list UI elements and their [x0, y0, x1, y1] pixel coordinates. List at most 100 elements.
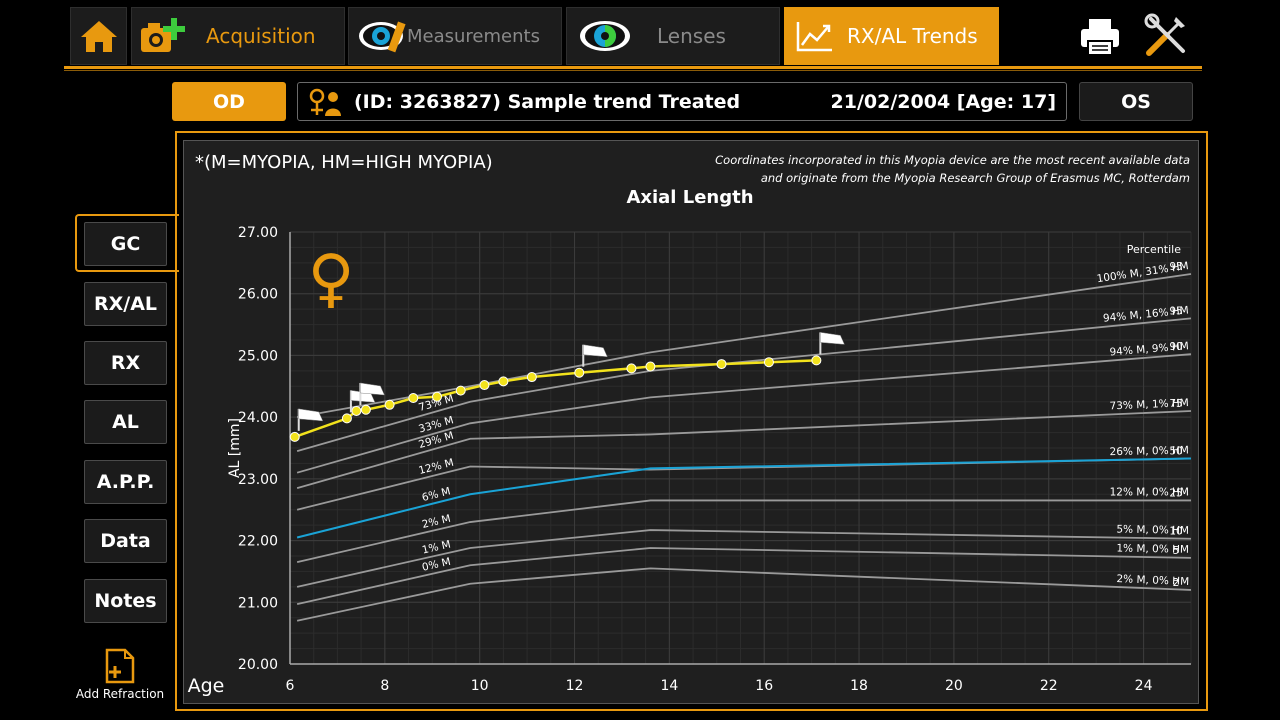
tab-rx-al-trends[interactable]: RX/AL Trends	[784, 7, 999, 65]
patient-info-bar: (ID: 3263827) Sample trend Treated 21/02…	[297, 82, 1067, 121]
percentile-header: Percentile	[1127, 243, 1182, 256]
tools-icon	[1144, 13, 1185, 56]
curve-end-label: 73% M, 1% HM	[1109, 397, 1189, 412]
percentile-value: 5	[1173, 545, 1180, 557]
x-tick-label: 24	[1135, 678, 1153, 694]
y-tick-label: 20.00	[238, 657, 278, 673]
percentile-curve	[296, 457, 1192, 539]
visit-flag-icon	[298, 408, 324, 422]
tab-rx-al-trends-label: RX/AL Trends	[847, 24, 978, 48]
patient-al-point	[289, 431, 300, 442]
print-button[interactable]	[1077, 15, 1123, 59]
y-tick-label: 23.00	[238, 472, 278, 488]
sidebar-item-app[interactable]: A.P.P.	[84, 460, 167, 504]
toolbar-divider-thin	[64, 70, 1202, 71]
x-tick-label: 18	[850, 678, 868, 694]
x-tick-label: 14	[660, 678, 678, 694]
sidebar-item-gc[interactable]: GC	[84, 222, 167, 266]
visit-flag-icon	[583, 344, 608, 357]
sidebar-item-al[interactable]: AL	[84, 400, 167, 444]
y-tick-label: 26.00	[238, 287, 278, 303]
tab-acquisition-label: Acquisition	[206, 24, 316, 48]
patient-al-point	[498, 376, 509, 387]
female-symbol-icon: ♀	[308, 242, 355, 316]
percentile-value: 75	[1169, 398, 1182, 410]
curve-end-label: 1% M, 0% HM	[1116, 543, 1189, 556]
percentile-value: 95	[1169, 261, 1182, 273]
tab-acquisition[interactable]: Acquisition	[131, 7, 345, 65]
percentile-curve	[296, 410, 1192, 489]
settings-button[interactable]	[1143, 13, 1189, 59]
add-refraction-label: Add Refraction	[75, 687, 165, 701]
patient-al-point	[763, 357, 774, 368]
od-button[interactable]: OD	[172, 82, 286, 121]
percentile-value: 90	[1169, 341, 1182, 353]
sidebar-item-rx[interactable]: RX	[84, 341, 167, 385]
y-tick-label: 27.00	[238, 225, 278, 241]
x-tick-label: 16	[755, 678, 773, 694]
percentile-curve	[296, 567, 1192, 622]
tab-measurements-label: Measurements	[407, 25, 540, 47]
percentile-curve	[296, 499, 1191, 564]
eye-lens-icon	[580, 21, 630, 51]
percentile-curve	[296, 547, 1192, 606]
patient-al-point	[360, 404, 371, 415]
percentile-value: 10	[1169, 526, 1182, 538]
tab-lenses-label: Lenses	[657, 24, 726, 48]
x-tick-label: 12	[566, 678, 584, 694]
patient-al-point	[408, 393, 419, 404]
curve-inline-label: 12% M	[417, 457, 455, 477]
percentile-curve	[296, 353, 1192, 474]
curve-inline-label: 6% M	[421, 485, 452, 504]
eye-ruler-icon	[359, 21, 406, 53]
patient-name: (ID: 3263827) Sample trend Treated	[354, 90, 741, 113]
patient-al-point	[645, 361, 656, 372]
chart-panel	[183, 140, 1199, 704]
x-axis-title: Age	[188, 675, 225, 697]
curve-end-label: 2% M, 0% HM	[1116, 573, 1189, 588]
y-tick-label: 21.00	[238, 595, 278, 611]
percentile-curve	[296, 273, 1192, 419]
patient-al-point	[455, 385, 466, 396]
chart-panel-frame	[175, 131, 1208, 711]
visit-flag-icon	[360, 382, 385, 396]
credit-line-1: Coordinates incorporated in this Myopia …	[715, 153, 1190, 167]
percentile-value: 2	[1173, 577, 1180, 589]
patient-al-point	[432, 391, 443, 402]
credit-line-2: and originate from the Myopia Research G…	[760, 171, 1190, 185]
x-tick-label: 8	[380, 678, 389, 694]
main-toolbar: Acquisition Measurements Lenses RX/AL Tr…	[70, 7, 1202, 67]
home-icon	[80, 21, 117, 52]
myopia-legend-note: *(M=MYOPIA, HM=HIGH MYOPIA)	[195, 152, 493, 173]
sidebar-item-data[interactable]: Data	[84, 519, 167, 563]
curve-end-label: 12% M, 0% HM	[1110, 486, 1189, 498]
chart-title: Axial Length	[626, 187, 754, 208]
patient-al-point	[351, 405, 362, 416]
tab-measurements[interactable]: Measurements	[348, 7, 562, 65]
toolbar-divider	[64, 66, 1202, 69]
patient-al-point	[574, 367, 585, 378]
patient-dob: 21/02/2004 [Age: 17]	[830, 90, 1056, 113]
percentile-value: 25	[1169, 487, 1182, 499]
add-document-icon	[105, 648, 135, 684]
sidebar-item-rx-al[interactable]: RX/AL	[84, 282, 167, 326]
os-button[interactable]: OS	[1079, 82, 1193, 121]
patient-al-point	[479, 380, 490, 391]
patient-al-point	[626, 363, 637, 374]
x-tick-label: 22	[1040, 678, 1058, 694]
percentile-value: 95	[1169, 305, 1182, 317]
add-refraction-button[interactable]: Add Refraction	[72, 648, 168, 701]
y-axis-title: AL [mm]	[227, 418, 243, 478]
percentile-curve	[296, 529, 1192, 588]
visit-flag-icon	[820, 332, 845, 345]
curve-end-label: 5% M, 0% HM	[1116, 524, 1189, 537]
x-tick-label: 6	[286, 678, 295, 694]
tab-lenses[interactable]: Lenses	[566, 7, 780, 65]
patient-al-point	[716, 359, 727, 370]
patient-al-point	[341, 413, 352, 424]
y-tick-label: 24.00	[238, 410, 278, 426]
home-tab[interactable]	[70, 7, 127, 65]
sidebar-item-notes[interactable]: Notes	[84, 579, 167, 623]
y-tick-label: 25.00	[238, 348, 278, 364]
